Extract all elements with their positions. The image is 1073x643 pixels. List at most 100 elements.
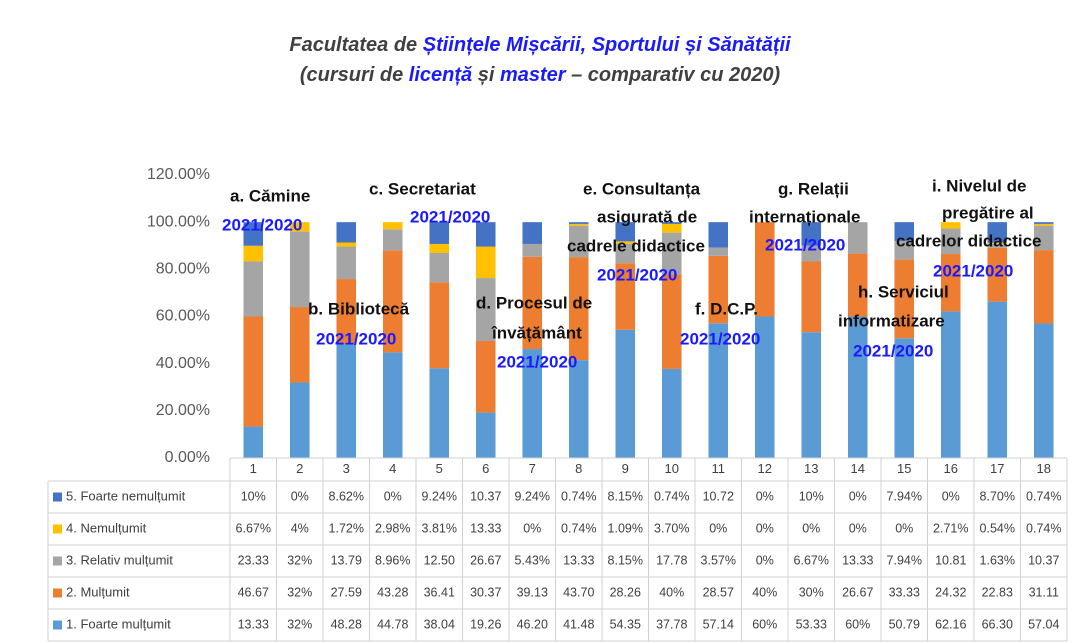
chart-title: Facultatea de Științele Mișcării, Sportu…	[289, 34, 791, 56]
y-tick-label: 120.00%	[147, 166, 210, 183]
bar-segment	[429, 243, 450, 253]
x-tick-label: 9	[622, 461, 629, 476]
bar-segment	[708, 247, 729, 256]
x-tick-label: 2	[296, 461, 303, 476]
bar-segment	[1033, 225, 1054, 251]
table-cell: 13.33	[238, 617, 269, 631]
bar-segment	[522, 222, 543, 244]
table-cell: 0.74%	[654, 489, 689, 503]
table-cell: 40%	[752, 585, 777, 599]
table-cell: 7.94%	[887, 489, 922, 503]
table-cell: 3.70%	[654, 521, 689, 535]
annotation: cadrelor didactice	[896, 231, 1042, 250]
annotation-period: 2021/2020	[597, 265, 677, 284]
annotation: f. D.C.P.	[695, 299, 758, 318]
x-tick-label: 11	[712, 461, 726, 476]
table-cell: 1.63%	[980, 553, 1015, 567]
bar-segment	[801, 245, 822, 262]
annotation: i. Nivelul de	[932, 176, 1026, 195]
title-segment: – comparativ cu 2020)	[566, 64, 781, 86]
bar-segment	[568, 360, 589, 458]
bar-segment	[987, 301, 1008, 458]
table-cell: 66.30	[982, 617, 1013, 631]
annotation-period: 2021/2020	[853, 341, 933, 360]
table-cell: 8.62%	[329, 489, 364, 503]
table-cell: 13.33	[842, 553, 873, 567]
annotation: e. Consultanța	[583, 179, 701, 198]
title-segment: Științele Mișcării, Sportului și Sănătăț…	[423, 34, 791, 56]
bar-segment	[429, 252, 450, 283]
table-cell: 10.81	[935, 553, 966, 567]
table-cell: 12.50	[424, 553, 455, 567]
y-tick-label: 20.00%	[156, 402, 210, 419]
annotation: d. Procesul de	[476, 293, 592, 312]
legend-swatch	[53, 588, 62, 598]
table-cell: 46.67	[238, 585, 269, 599]
table-cell: 22.83	[982, 585, 1013, 599]
table-cell: 0%	[802, 521, 820, 535]
bar-segment	[847, 222, 868, 254]
y-tick-label: 100.00%	[147, 213, 210, 230]
y-tick-label: 40.00%	[156, 355, 210, 372]
legend-label: 1. Foarte mulțumit	[66, 616, 171, 631]
bar-segment	[940, 228, 961, 255]
bar-segment	[801, 332, 822, 458]
table-cell: 17.78	[656, 553, 687, 567]
bar-segment	[289, 307, 310, 383]
title-segment: licență	[409, 64, 472, 86]
x-tick-label: 3	[343, 461, 350, 476]
bar-segment	[336, 242, 357, 247]
bar-segment	[1033, 222, 1054, 224]
table-cell: 43.28	[377, 585, 408, 599]
bar-segment	[568, 223, 589, 226]
table-cell: 0.74%	[1026, 521, 1061, 535]
legend-swatch	[53, 492, 62, 502]
table-cell: 0%	[942, 489, 960, 503]
table-cell: 0%	[291, 489, 309, 503]
table-cell: 44.78	[377, 617, 408, 631]
bar-segment	[987, 242, 1008, 244]
table-cell: 10.37	[1028, 553, 1059, 567]
title-segment: master	[500, 64, 567, 86]
table-cell: 39.13	[517, 585, 548, 599]
annotation-period: 2021/2020	[316, 329, 396, 348]
table-cell: 27.59	[331, 585, 362, 599]
table-cell: 10.37	[470, 489, 501, 503]
bar-segment	[475, 412, 496, 458]
table-cell: 8.15%	[608, 553, 643, 567]
bar-segment	[987, 243, 1008, 248]
table-cell: 62.16	[935, 617, 966, 631]
bar-segment	[708, 255, 729, 324]
table-cell: 0.74%	[1026, 489, 1061, 503]
bar-segment	[940, 222, 961, 229]
bar-segment	[708, 323, 729, 458]
x-tick-label: 8	[575, 461, 582, 476]
table-cell: 54.35	[610, 617, 641, 631]
x-tick-label: 14	[851, 461, 865, 476]
table-cell: 24.32	[935, 585, 966, 599]
bar-segment	[661, 223, 682, 233]
bar-segment	[661, 274, 682, 369]
x-tick-label: 5	[436, 461, 443, 476]
table-cell: 0.74%	[561, 489, 596, 503]
bar-segment	[243, 426, 264, 458]
bar-segment	[475, 222, 496, 247]
bar-segment	[847, 253, 868, 317]
bar-segment	[940, 254, 961, 312]
legend-swatch	[53, 620, 62, 630]
x-tick-label: 12	[758, 461, 772, 476]
table-cell: 37.78	[656, 617, 687, 631]
bar-segment	[522, 349, 543, 458]
bar-segment	[801, 261, 822, 333]
x-tick-label: 18	[1037, 461, 1051, 476]
y-tick-label: 80.00%	[156, 261, 210, 278]
table-cell: 32%	[287, 553, 312, 567]
bar-segment	[615, 243, 636, 264]
table-cell: 0%	[384, 489, 402, 503]
table-cell: 28.26	[610, 585, 641, 599]
bar-segment	[243, 261, 264, 317]
table-cell: 32%	[287, 617, 312, 631]
bar-segment	[289, 382, 310, 458]
table-cell: 28.57	[703, 585, 734, 599]
